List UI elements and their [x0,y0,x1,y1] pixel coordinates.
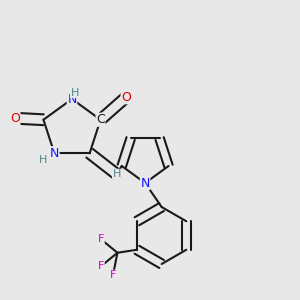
Text: O: O [10,112,20,125]
Text: F: F [98,234,104,244]
Text: F: F [98,261,104,271]
Text: F: F [110,270,116,280]
Text: H: H [70,88,79,98]
Text: N: N [140,176,150,190]
Text: N: N [67,92,77,106]
Text: N: N [50,147,59,160]
Text: C: C [96,113,105,126]
Text: H: H [38,155,47,165]
Text: O: O [121,91,131,104]
Text: H: H [112,169,121,179]
